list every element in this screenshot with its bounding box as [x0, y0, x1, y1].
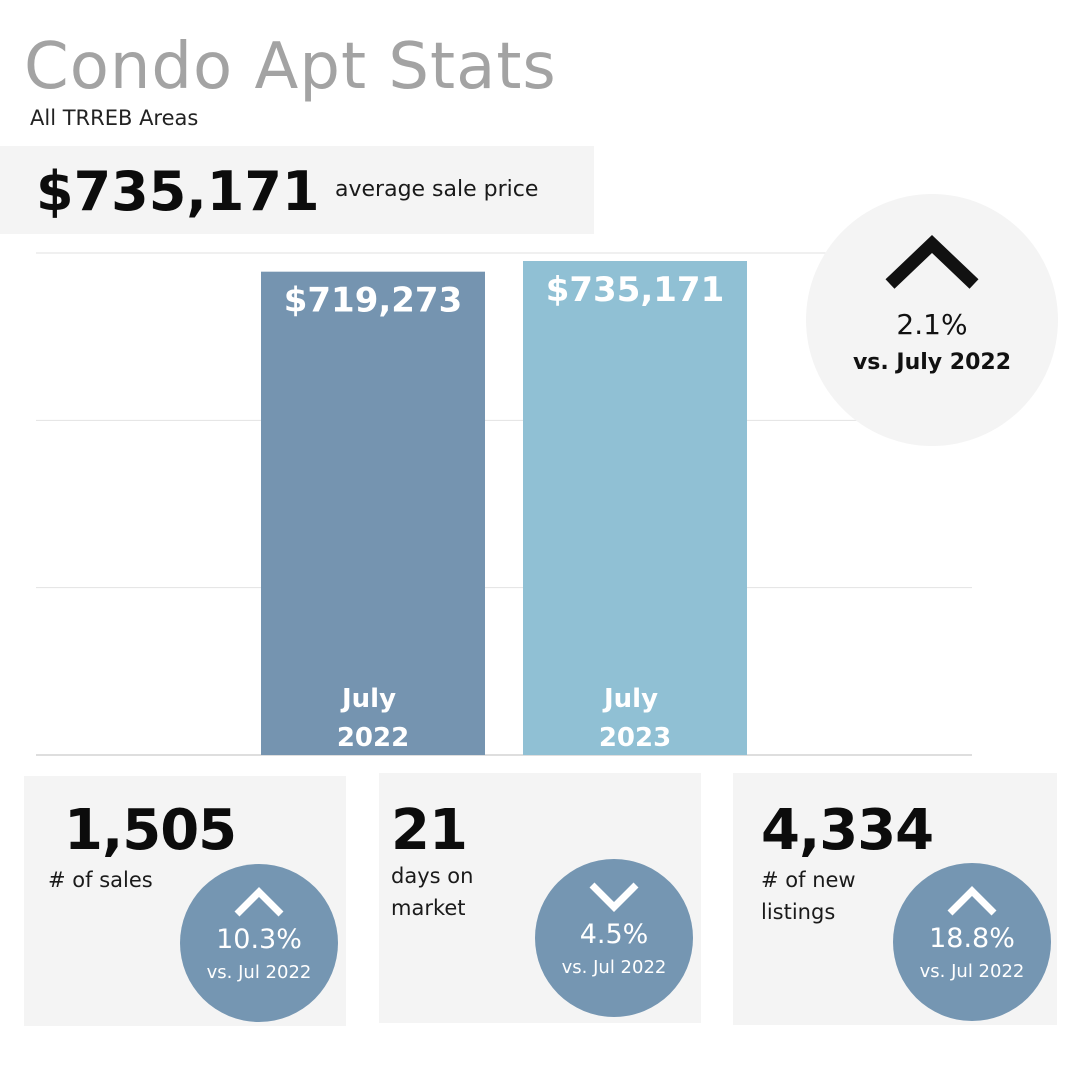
bar-category-label: 2023	[599, 723, 671, 753]
change-comparison: vs. July 2022	[852, 350, 1012, 375]
days-on-market-label: days on market	[391, 864, 474, 920]
sales-label: # of sales	[48, 868, 153, 892]
sales-value: 1,505	[64, 798, 237, 863]
bar-category-label: 2022	[337, 723, 409, 753]
chart-bar	[261, 271, 485, 755]
average-price-panel: $735,171 average sale price	[0, 146, 594, 234]
bar-category-label: July	[340, 684, 396, 714]
change-arrow-icon	[885, 235, 979, 289]
page-title: Condo Apt Stats	[24, 30, 557, 104]
new-listings-label: # of new listings	[761, 868, 856, 924]
bar-category-label: July	[602, 684, 658, 714]
change-percent: 2.1%	[896, 308, 968, 341]
new-listings-value: 4,334	[761, 798, 934, 863]
price-change-badge: 2.1% vs. July 2022	[806, 194, 1058, 446]
bar-value-label: $735,171	[546, 270, 725, 310]
average-price-label: average sale price	[335, 177, 539, 202]
new-listings-change-comparison: vs. Jul 2022	[919, 961, 1025, 982]
new-listings-card: 4,334 # of new listings 18.8% vs. Jul 20…	[733, 773, 1057, 1025]
sales-change-comparison: vs. Jul 2022	[206, 962, 312, 983]
sales-change-percent: 10.3%	[216, 924, 302, 955]
days-on-market-change-percent: 4.5%	[579, 919, 649, 950]
chart-bar	[523, 261, 747, 755]
bar-value-label: $719,273	[284, 281, 463, 321]
region-subtitle: All TRREB Areas	[30, 106, 199, 130]
new-listings-change-percent: 18.8%	[929, 923, 1015, 954]
sales-card: 1,505 # of sales 10.3% vs. Jul 2022	[24, 776, 346, 1026]
days-on-market-change-badge: 4.5% vs. Jul 2022	[535, 859, 693, 1017]
sales-change-badge: 10.3% vs. Jul 2022	[180, 864, 338, 1022]
average-price-value: $735,171	[36, 160, 320, 223]
new-listings-change-badge: 18.8% vs. Jul 2022	[893, 863, 1051, 1021]
days-on-market-change-comparison: vs. Jul 2022	[561, 957, 667, 978]
days-on-market-value: 21	[391, 798, 468, 863]
chevron-up-icon	[947, 886, 997, 916]
chevron-up-icon	[234, 887, 284, 917]
chevron-down-icon	[589, 882, 639, 912]
days-on-market-card: 21 days on market 4.5% vs. Jul 2022	[379, 773, 701, 1023]
